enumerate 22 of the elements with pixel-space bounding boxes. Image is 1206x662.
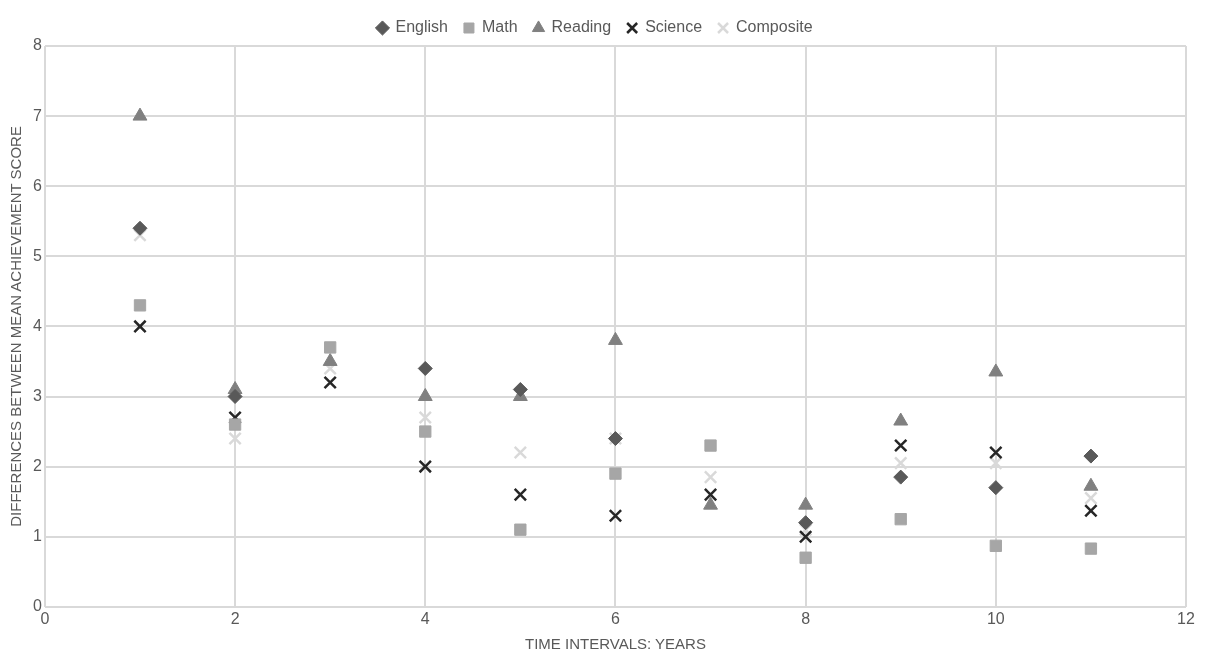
x-tick-label: 12 bbox=[1177, 609, 1195, 627]
y-tick-label: 7 bbox=[32, 106, 42, 124]
legend-label: Composite bbox=[736, 18, 813, 36]
legend-label: Reading bbox=[551, 18, 612, 36]
x-tick-label: 10 bbox=[986, 609, 1005, 627]
legend-label: English bbox=[395, 18, 448, 36]
y-tick-label: 3 bbox=[32, 386, 42, 404]
y-tick-label: 0 bbox=[32, 597, 42, 615]
y-tick-label: 1 bbox=[32, 527, 42, 545]
y-tick-label: 2 bbox=[32, 457, 42, 475]
legend-label: Science bbox=[645, 18, 703, 36]
x-axis-title: TIME INTERVALS: YEARS bbox=[525, 635, 706, 653]
x-tick-label: 2 bbox=[230, 609, 240, 627]
y-axis-title: DIFFERENCES BETWEEN MEAN ACHIEVEMENT SCORE bbox=[7, 126, 25, 527]
y-tick-label: 6 bbox=[32, 176, 42, 194]
y-tick-label: 5 bbox=[32, 246, 42, 264]
legend-label: Math bbox=[481, 18, 518, 36]
y-tick-label: 4 bbox=[32, 316, 42, 334]
y-tick-label: 8 bbox=[32, 36, 42, 54]
x-tick-label: 8 bbox=[801, 609, 811, 627]
x-tick-label: 4 bbox=[420, 609, 430, 627]
x-tick-label: 6 bbox=[611, 609, 620, 627]
